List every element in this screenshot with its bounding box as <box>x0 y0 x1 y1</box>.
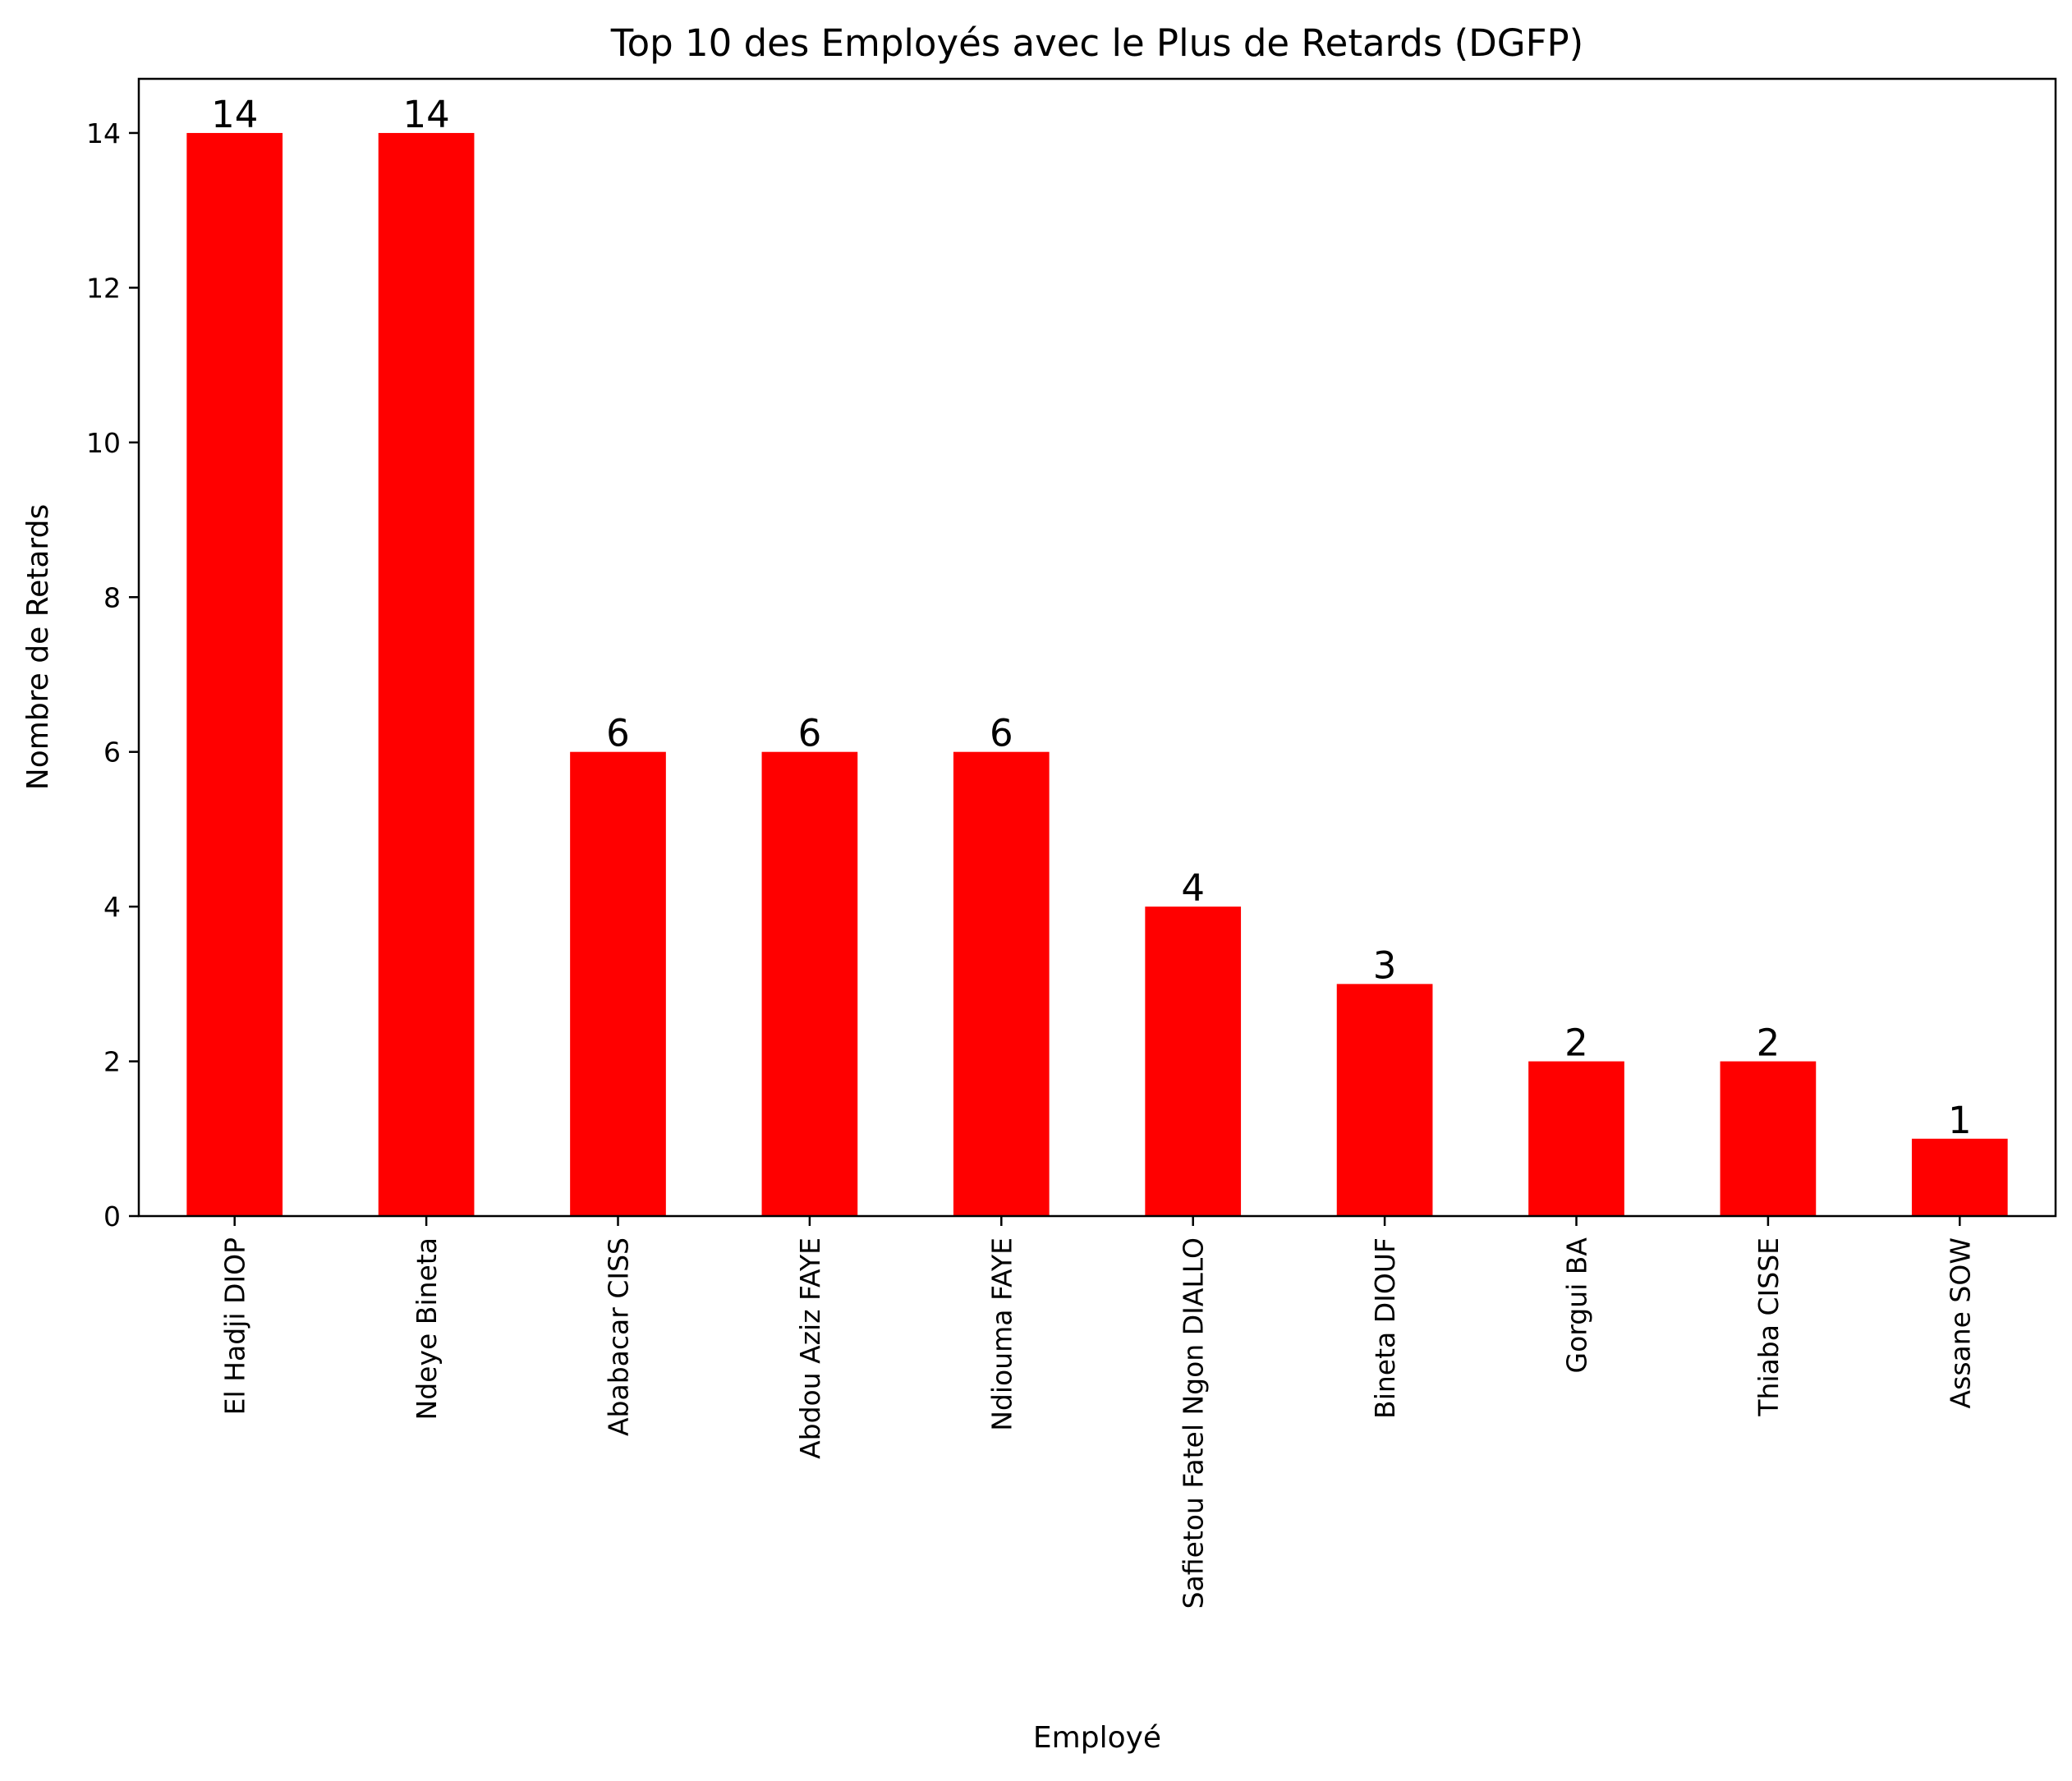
bar-value-label: 6 <box>990 712 1013 755</box>
plot-frame <box>137 77 2057 1218</box>
y-axis-label: Nombre de Retards <box>21 504 55 790</box>
y-axis: 0 2 4 6 8 10 12 14 <box>86 117 139 1232</box>
x-tick-label: Safietou Fatel Ngon DIALLO <box>1178 1237 1210 1609</box>
bar-value-label: 4 <box>1181 866 1205 910</box>
bar <box>1528 1061 1624 1216</box>
bar <box>953 751 1050 1216</box>
y-tick-label: 12 <box>86 272 121 304</box>
bar <box>570 751 666 1216</box>
x-tick-label: Bineta DIOUF <box>1369 1237 1401 1419</box>
bar <box>378 132 475 1216</box>
x-tick-label: Ababacar CISS <box>603 1237 635 1436</box>
x-tick-label: Ndiouma FAYE <box>985 1237 1018 1431</box>
x-tick-label: Assane SOW <box>1944 1237 1976 1408</box>
bar <box>1336 984 1433 1216</box>
x-tick-label: Thiaba CISSE <box>1753 1237 1785 1417</box>
x-tick-label: Gorgui BA <box>1561 1237 1593 1374</box>
bar-value-label: 1 <box>1948 1099 1972 1142</box>
y-tick-label: 8 <box>103 581 121 613</box>
bar-value-label: 6 <box>606 712 630 755</box>
bar <box>1720 1061 1817 1216</box>
bar <box>1911 1138 2008 1216</box>
y-tick-label: 4 <box>103 891 121 923</box>
x-tick-label: Abdou Aziz FAYE <box>794 1237 826 1459</box>
bar <box>1145 907 1242 1216</box>
bar-value-label: 2 <box>1564 1021 1588 1065</box>
bar <box>186 132 283 1216</box>
bars-group: 14 14 6 6 6 4 3 2 2 1 <box>186 93 2008 1216</box>
y-tick-label: 10 <box>86 427 121 459</box>
bar-value-label: 6 <box>798 712 822 755</box>
x-tick-label: Ndeye Bineta <box>411 1237 443 1420</box>
x-axis: El Hadji DIOP Ndeye Bineta Ababacar CISS Ab… <box>219 1216 1976 1609</box>
x-tick-label: El Hadji DIOP <box>219 1237 251 1415</box>
bar-value-label: 14 <box>211 93 258 136</box>
bar-value-label: 3 <box>1373 943 1397 987</box>
y-tick-label: 14 <box>86 117 121 149</box>
y-tick-label: 0 <box>103 1200 121 1232</box>
y-tick-label: 6 <box>103 737 121 769</box>
y-tick-label: 2 <box>103 1046 121 1078</box>
chart-title: Top 10 des Employés avec le Plus de Reta… <box>610 21 1583 65</box>
bar-value-label: 2 <box>1757 1021 1780 1065</box>
bar-value-label: 14 <box>402 93 449 136</box>
bar <box>761 751 858 1216</box>
x-axis-label: Employé <box>1033 1721 1161 1755</box>
